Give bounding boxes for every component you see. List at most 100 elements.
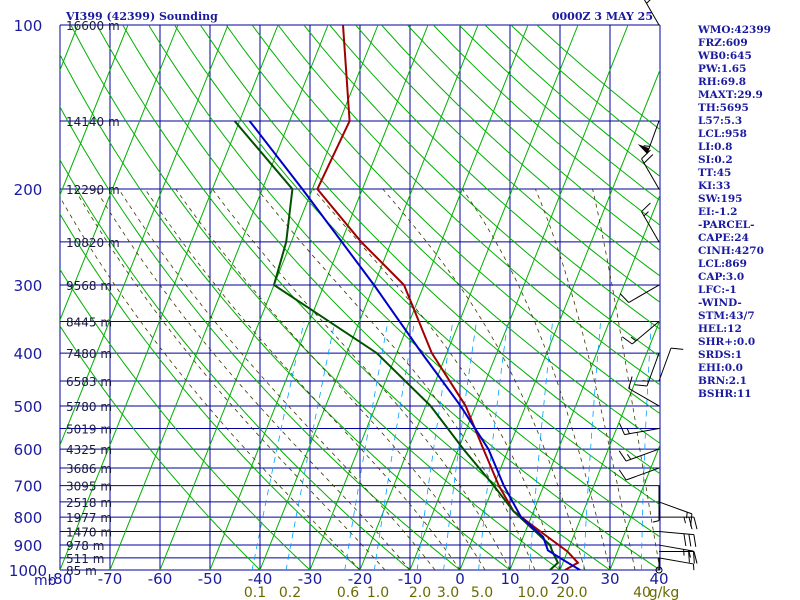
dry-adiabat-line [122, 25, 660, 570]
wind-barb-full [693, 517, 698, 530]
moist-adiabat-line [535, 188, 636, 570]
wind-barb-full [693, 551, 698, 564]
isotherm-line [359, 25, 579, 570]
pressure-tick-label: 700 [14, 478, 43, 496]
wind-barb [652, 485, 660, 523]
stat-line: SI:0.2 [698, 154, 733, 166]
isotherm-line [559, 318, 660, 570]
stat-line: BRN:2.1 [698, 375, 747, 387]
height-label: 8445 m [66, 316, 112, 330]
height-label: 5019 m [66, 422, 112, 436]
stat-line: EHI:0.0 [698, 362, 743, 374]
dry-adiabat-line [60, 105, 461, 570]
wind-barb [658, 501, 693, 527]
dry-adiabat-line [381, 25, 660, 277]
isotherm-line [309, 25, 529, 570]
height-label: 1977 m [66, 511, 112, 525]
height-label: 1470 m [66, 526, 112, 540]
isotherm-line [459, 68, 660, 570]
dry-adiabat-line [225, 25, 660, 444]
mixing-ratio-label: 3.0 [437, 585, 459, 600]
height-label: 85 m [66, 564, 97, 578]
height-label: 6583 m [66, 375, 112, 389]
temperature-tick-label: -40 [248, 570, 273, 588]
mixing-ratio-label: g/kg [649, 585, 680, 600]
moist-adiabat-line [175, 188, 486, 570]
wind-barb-half [686, 512, 688, 519]
wind-barb [658, 544, 695, 564]
wind-barb-full [618, 469, 627, 481]
dry-adiabat-line [148, 25, 660, 538]
wind-barb-full [621, 336, 633, 345]
height-label: 14140 m [66, 115, 120, 129]
stat-line: WMO:42399 [698, 24, 771, 36]
stat-line: RH:69.8 [698, 76, 747, 88]
temperature-tick-label: -80 [48, 570, 73, 588]
wind-barb [643, 0, 660, 26]
stat-line: -PARCEL- [698, 219, 755, 231]
stat-line: CAP:3.0 [698, 271, 745, 283]
dry-adiabat-line [60, 268, 311, 570]
stat-line: SRDS:1 [698, 349, 743, 361]
wind-barb-full [670, 347, 684, 350]
height-label: 9568 m [66, 279, 112, 293]
wind-barb [628, 376, 660, 407]
moist-adiabat-line [312, 188, 561, 570]
wind-barb-full [692, 551, 695, 564]
dry-adiabat-line [407, 25, 660, 251]
stat-line: STM:43/7 [698, 310, 755, 322]
height-label: 4325 m [66, 443, 112, 457]
dry-adiabat-line [60, 158, 411, 570]
isotherm-line [109, 25, 329, 570]
wind-barb-staff [646, 352, 660, 387]
stat-line: SW:195 [698, 193, 743, 205]
wind-barb-half [688, 551, 691, 558]
stat-line: EI:-1.2 [698, 206, 738, 218]
wind-barb [641, 202, 660, 243]
wind-barb-full [641, 202, 651, 212]
temperature-tick-label: 20 [550, 570, 569, 588]
temperature-profile-line [316, 25, 580, 570]
wind-barb-full [634, 384, 648, 387]
stat-line: LCL:869 [698, 258, 747, 270]
moist-adiabat-line [462, 188, 611, 570]
mixing-ratio-label: 10.0 [517, 585, 548, 600]
wind-barb-half [643, 211, 649, 217]
wind-barb-full [688, 534, 692, 547]
wind-barb-staff [628, 388, 660, 407]
mixing-ratio-label: 0.1 [244, 585, 266, 600]
wind-barb-staff [625, 467, 660, 481]
moist-adiabat-line [592, 189, 660, 570]
temperature-tick-label: -10 [398, 570, 423, 588]
height-label: 16600 m [66, 19, 120, 33]
wind-barb-staff [643, 0, 660, 26]
stat-line: BSHR:11 [698, 388, 752, 400]
wind-barb-layer [618, 0, 698, 574]
dry-adiabat-line [96, 25, 611, 570]
wind-barb [618, 467, 660, 481]
wind-barb-staff [631, 321, 660, 345]
stat-line: KI:33 [698, 180, 731, 192]
pressure-tick-label: 1000 [9, 562, 47, 580]
wind-barb-half [642, 380, 649, 382]
height-label: 511 m [66, 552, 104, 566]
sounding-time: 0000Z 3 MAY 25 [552, 10, 653, 23]
isotherm-line [509, 193, 660, 570]
wind-barb-staff [658, 531, 694, 536]
temperature-tick-label: 30 [600, 570, 619, 588]
mixing-ratio-line [640, 321, 652, 570]
stat-line: LI:0.8 [698, 141, 733, 153]
wind-barb-staff [641, 211, 660, 243]
wind-barb-full [641, 149, 651, 160]
wind-barb-full [619, 293, 630, 303]
grid-layer [59, 24, 661, 571]
wind-barb-full [688, 550, 690, 563]
pressure-tick-label: 600 [14, 441, 43, 459]
moist-adiabat-line [60, 196, 361, 570]
dry-adiabat-line [60, 213, 361, 570]
moist-adiabat-line [144, 188, 461, 570]
station-title: VI399 (42399) Sounding [65, 10, 218, 23]
wind-barb [641, 149, 660, 190]
dry-adiabat-line [251, 25, 660, 415]
